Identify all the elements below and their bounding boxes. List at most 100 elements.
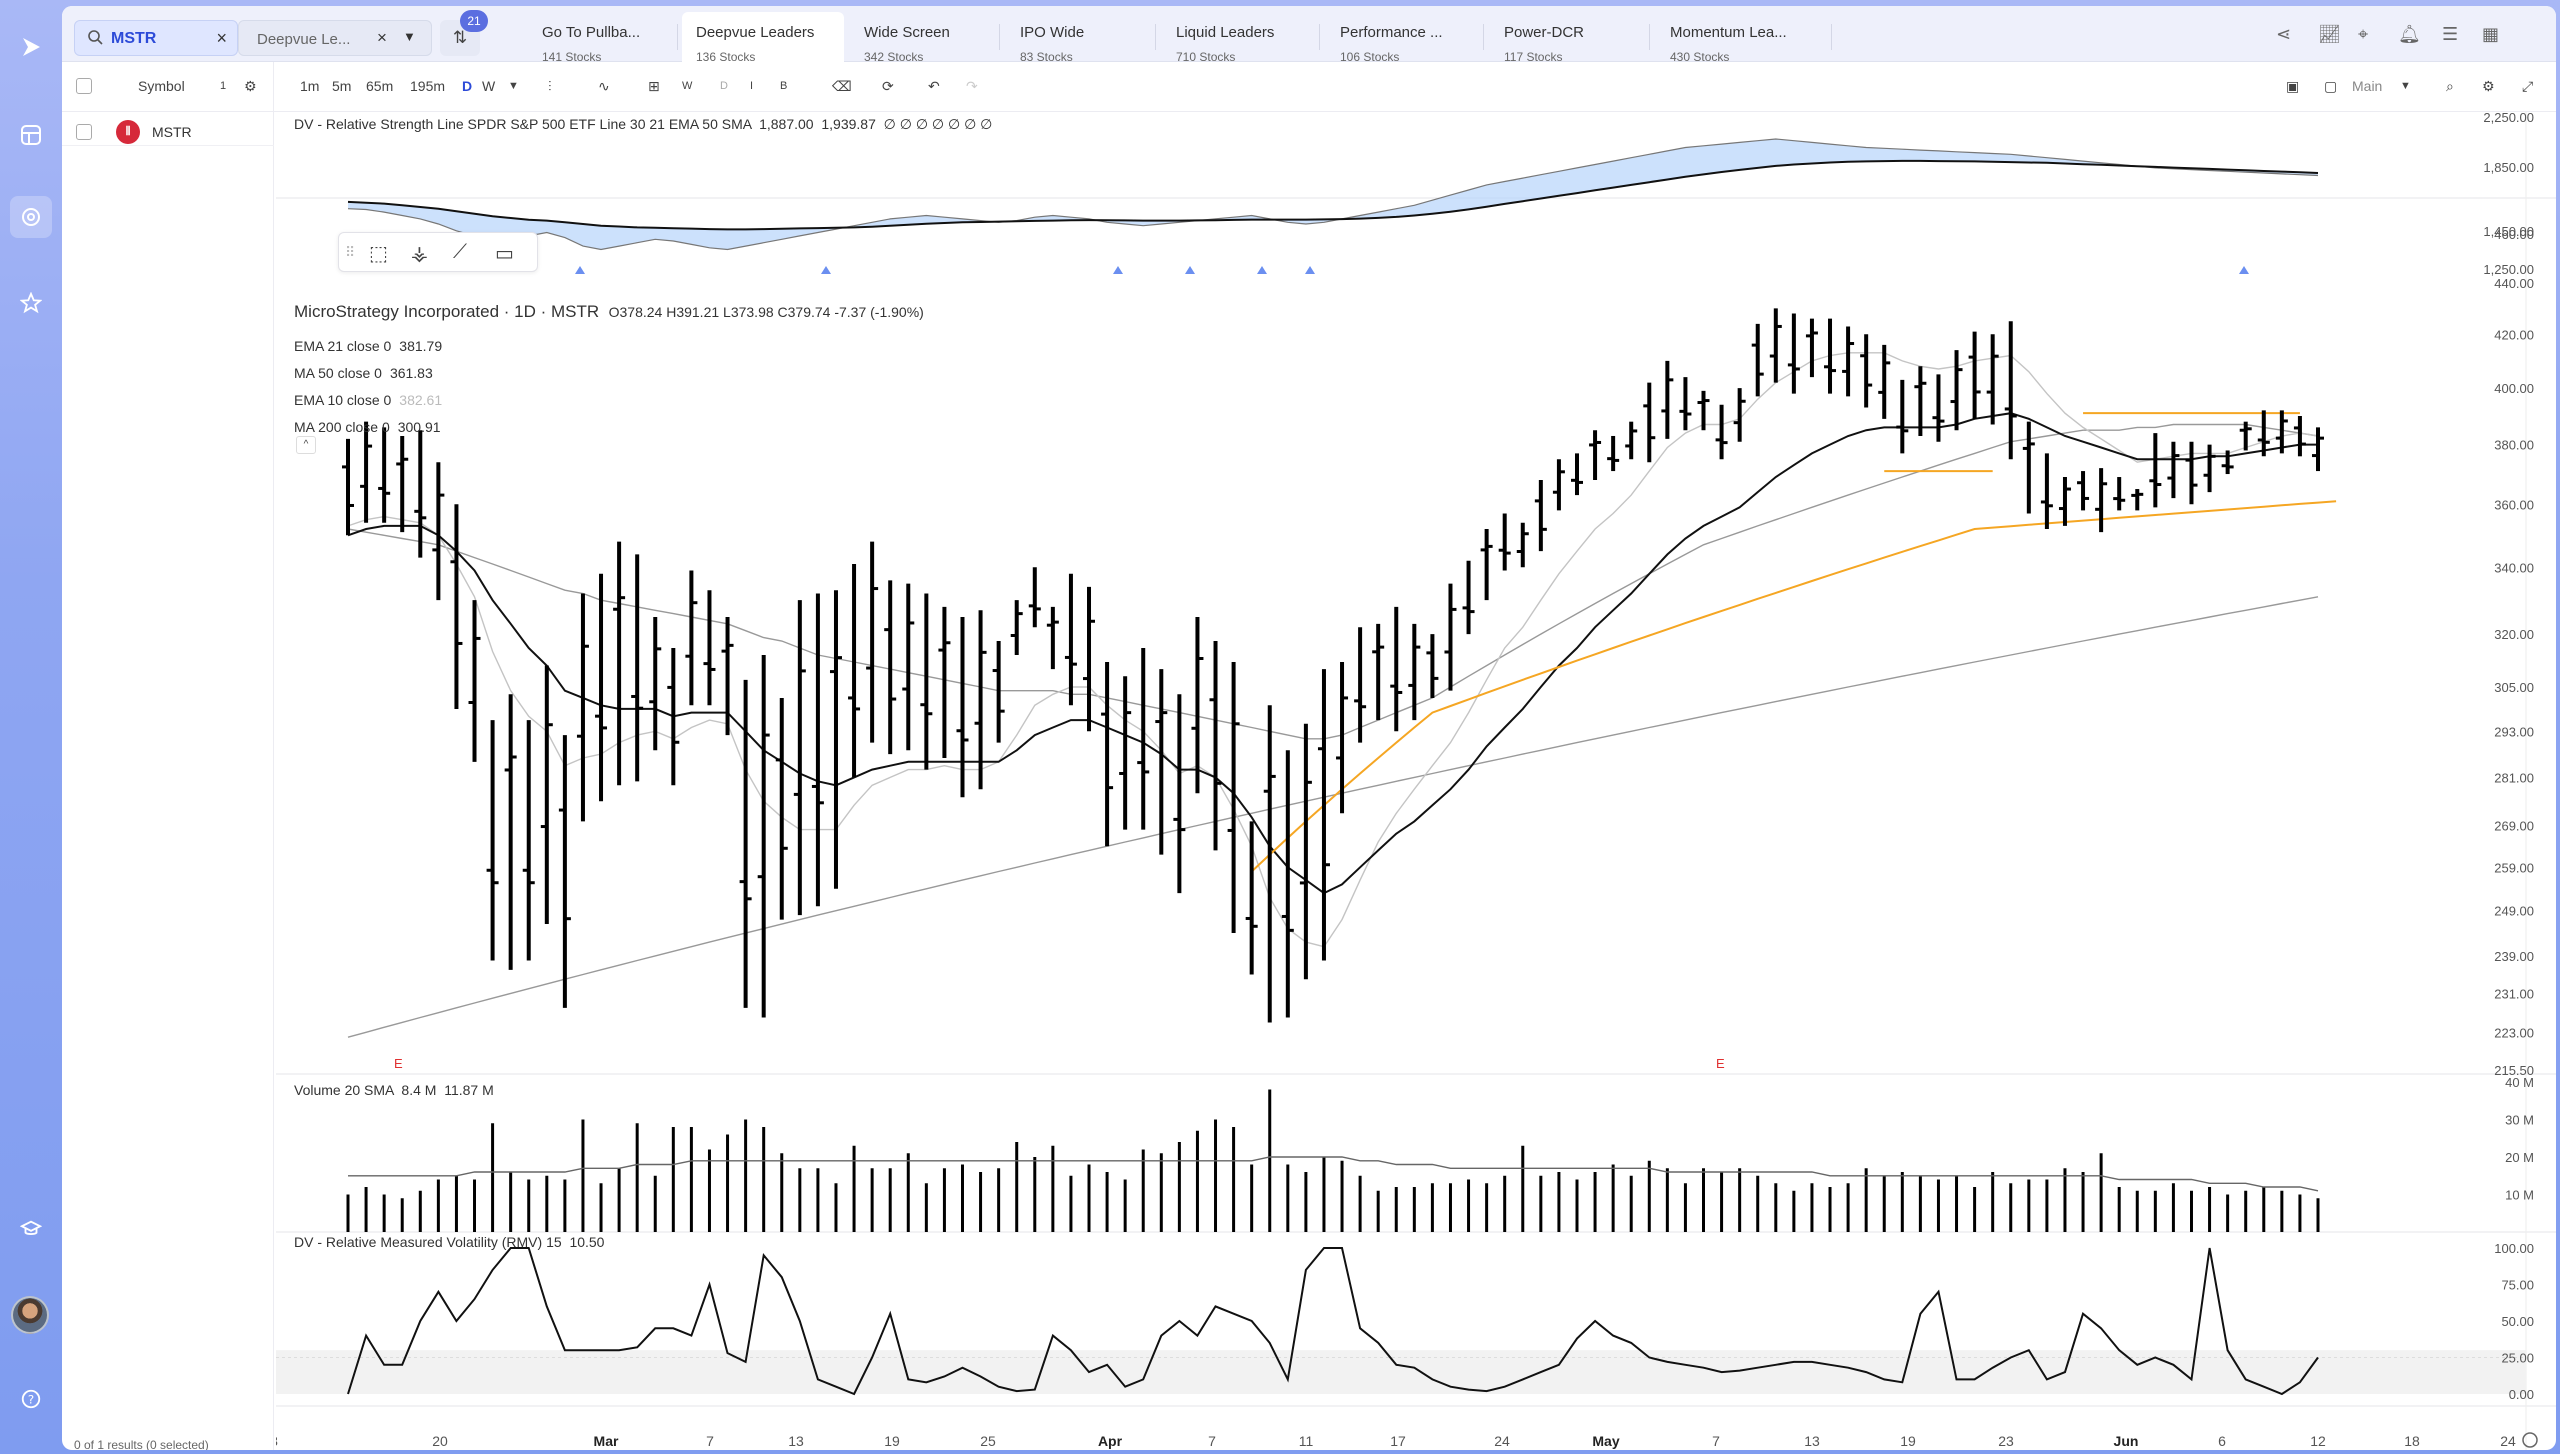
timeframe-1m[interactable]: 1m — [300, 78, 320, 94]
drawing-toolbar: ⠿ ⬚ ⚶ ⟋ ▭ — [338, 232, 538, 272]
rmv-axis-tick: 100.00 — [2494, 1241, 2534, 1256]
indicators-icon[interactable]: ∿ — [598, 78, 610, 94]
clear-search-icon[interactable]: × — [216, 28, 227, 48]
bar-style-icon[interactable]: ⫶ — [548, 78, 552, 94]
rs-legend: DV - Relative Strength Line SPDR S&P 500… — [294, 116, 992, 133]
rs-new-high-marker — [1113, 266, 1123, 274]
target-icon[interactable] — [10, 196, 52, 238]
ma50-line — [347, 423, 2319, 740]
axis-settings-icon[interactable] — [2522, 1432, 2538, 1448]
bell-icon[interactable]: 🔔︎ — [2398, 24, 2421, 44]
price-axis-tick: 239.00 — [2494, 949, 2534, 964]
volume-axis-tick: 10 M — [2505, 1188, 2534, 1203]
watchlist-tab[interactable]: Go To Pullba... 141 Stocks — [528, 12, 678, 64]
rs-axis-tick: 1,250.00 — [2483, 262, 2534, 277]
collapse-legend-button[interactable]: ^ — [296, 436, 316, 454]
timeframe-5m[interactable]: 5m — [332, 78, 352, 94]
watchlist-tab[interactable]: IPO Wide 83 Stocks — [1006, 12, 1156, 64]
earnings-marker: E — [394, 1056, 403, 1071]
watchlist-tab[interactable]: Liquid Leaders 710 Stocks — [1162, 12, 1320, 64]
watchlist-tab-label: Wide Screen — [864, 24, 950, 41]
volume-axis-tick: 20 M — [2505, 1150, 2534, 1165]
row-checkbox[interactable] — [76, 124, 92, 140]
mini-button-d[interactable]: D — [720, 80, 728, 92]
list-item[interactable]: ⫼ MSTR — [62, 120, 274, 146]
volume-value-2: 11.87 M — [444, 1082, 494, 1098]
avatar[interactable] — [11, 1296, 49, 1334]
mini-button-w[interactable]: W — [682, 80, 693, 92]
search-value: MSTR — [111, 30, 157, 47]
chart-area[interactable]: 2,250.00 1,850.00 1,450.00 1,250.00 E E 460.00… — [270, 110, 2556, 1450]
volume-legend: Volume 20 SMA 8.4 M 11.87 M — [294, 1082, 494, 1098]
scan-icon[interactable]: ⌖ — [2358, 24, 2369, 44]
help-circle-icon[interactable]: ? — [10, 1378, 52, 1420]
rmv-band — [276, 1350, 2526, 1394]
price-axis-tick: 340.00 — [2494, 560, 2534, 575]
x-axis-tick: 19 — [1900, 1433, 1916, 1449]
comment-tool-icon[interactable]: ▭ — [495, 243, 514, 265]
mini-button-i[interactable]: I — [750, 80, 754, 92]
refresh-icon[interactable]: ⟳ — [882, 78, 894, 94]
drag-handle-icon[interactable]: ⠿ — [345, 244, 356, 260]
candle-tool-icon[interactable]: ⚶ — [411, 243, 428, 265]
template-icon[interactable]: ▣ — [2286, 78, 2300, 94]
indicator-label: MA 50 close 0 — [294, 365, 382, 381]
fullscreen-icon[interactable]: ⤢ — [2522, 78, 2534, 94]
watchlist-tab[interactable]: Power-DCR 117 Stocks — [1490, 12, 1650, 64]
layout-grid-icon[interactable]: ⊞ — [648, 78, 660, 94]
watchlist-tab[interactable]: Momentum Lea... 430 Stocks — [1656, 12, 1832, 64]
indicator-legend-row[interactable]: MA 50 close 0 361.83 — [294, 365, 433, 381]
layout-chevron-icon[interactable]: ▼ — [2400, 80, 2411, 92]
price-axis-tick: 420.00 — [2494, 327, 2534, 342]
results-footer: 0 of 1 results (0 selected) — [74, 1438, 209, 1450]
rs-new-high-marker — [1185, 266, 1195, 274]
settings-gear-icon[interactable]: ⚙ — [244, 78, 257, 94]
timeframe-d[interactable]: D — [462, 78, 473, 94]
star-icon[interactable] — [10, 282, 52, 324]
list-view-icon[interactable]: ☰ — [2442, 24, 2459, 44]
timeframe-195m[interactable]: 195m — [410, 78, 446, 94]
price-ohlc: O378.24 H391.21 L373.98 C379.74 -7.37 (-… — [608, 304, 924, 320]
watchlist-tab[interactable]: Performance ... 106 Stocks — [1326, 12, 1484, 64]
layout-save-icon[interactable]: ▢ — [2324, 78, 2338, 94]
indicator-legend-row[interactable]: EMA 21 close 0 381.79 — [294, 338, 442, 354]
watchlist-select[interactable]: Deepvue Le... × ▼ — [238, 20, 432, 56]
share-icon[interactable]: ⋖ — [2276, 24, 2292, 44]
rectangle-tool-icon[interactable]: ⬚ — [369, 243, 388, 265]
zoom-icon[interactable]: ⌕ — [2446, 78, 2454, 94]
symbol-search-input[interactable]: MSTR × — [74, 20, 238, 56]
x-axis-tick: May — [1592, 1433, 1619, 1449]
price-axis-tick: 269.00 — [2494, 819, 2534, 834]
chart-canvas[interactable]: 2,250.00 1,850.00 1,450.00 1,250.00 E E 460.00… — [270, 110, 2556, 1450]
svg-text:?: ? — [28, 1393, 34, 1407]
mini-button-b[interactable]: B — [780, 80, 788, 92]
timeframe-w[interactable]: W — [482, 78, 496, 94]
watchlist-tab-label: Power-DCR — [1504, 24, 1585, 41]
chart-toolbar: Symbol 1 ⚙ 1m 5m 65m 195m D W ▼ ⫶ ∿ ⊞ W … — [62, 62, 2556, 112]
timeframe-chevron-icon[interactable]: ▼ — [508, 80, 519, 92]
watchlist-tab-count: 710 Stocks — [1176, 50, 1236, 64]
chart-line-icon[interactable]: 📈︎ — [2318, 24, 2341, 44]
watchlist-tab[interactable]: Wide Screen 342 Stocks — [850, 12, 1000, 64]
select-all-checkbox[interactable] — [76, 78, 92, 94]
indicator-legend-row[interactable]: EMA 10 close 0 382.61 — [294, 392, 442, 408]
layout-select[interactable]: Main — [2352, 78, 2383, 94]
watchlist-tab-label: Momentum Lea... — [1670, 24, 1787, 41]
rs-ema-line — [347, 159, 2319, 231]
price-axis-tick: 400.00 — [2494, 381, 2534, 396]
rs-axis-tick: 1,450.00 — [2483, 224, 2534, 239]
draw-eraser-icon[interactable]: ⌫ — [832, 78, 852, 94]
graduation-cap-icon[interactable] — [10, 1208, 52, 1250]
undo-icon[interactable]: ↶ — [928, 78, 940, 94]
watchlist-tab[interactable]: Deepvue Leaders 136 Stocks — [682, 12, 844, 64]
grid-view-icon[interactable]: ▦ — [2482, 24, 2500, 44]
chart-settings-icon[interactable]: ⚙ — [2482, 78, 2495, 94]
line-tool-icon[interactable]: ⟋ — [453, 241, 467, 263]
watchlist-tabbar: MSTR × Deepvue Le... × ▼ ⇅ 21 Go To Pull… — [62, 6, 2556, 64]
play-logo-icon[interactable] — [10, 26, 52, 68]
redo-icon[interactable]: ↷ — [966, 78, 978, 94]
clear-watchlist-icon[interactable]: × — [377, 28, 387, 47]
dashboard-icon[interactable] — [10, 114, 52, 156]
indicator-legend-row[interactable]: MA 200 close 0 300.91 — [294, 419, 441, 435]
timeframe-65m[interactable]: 65m — [366, 78, 394, 94]
